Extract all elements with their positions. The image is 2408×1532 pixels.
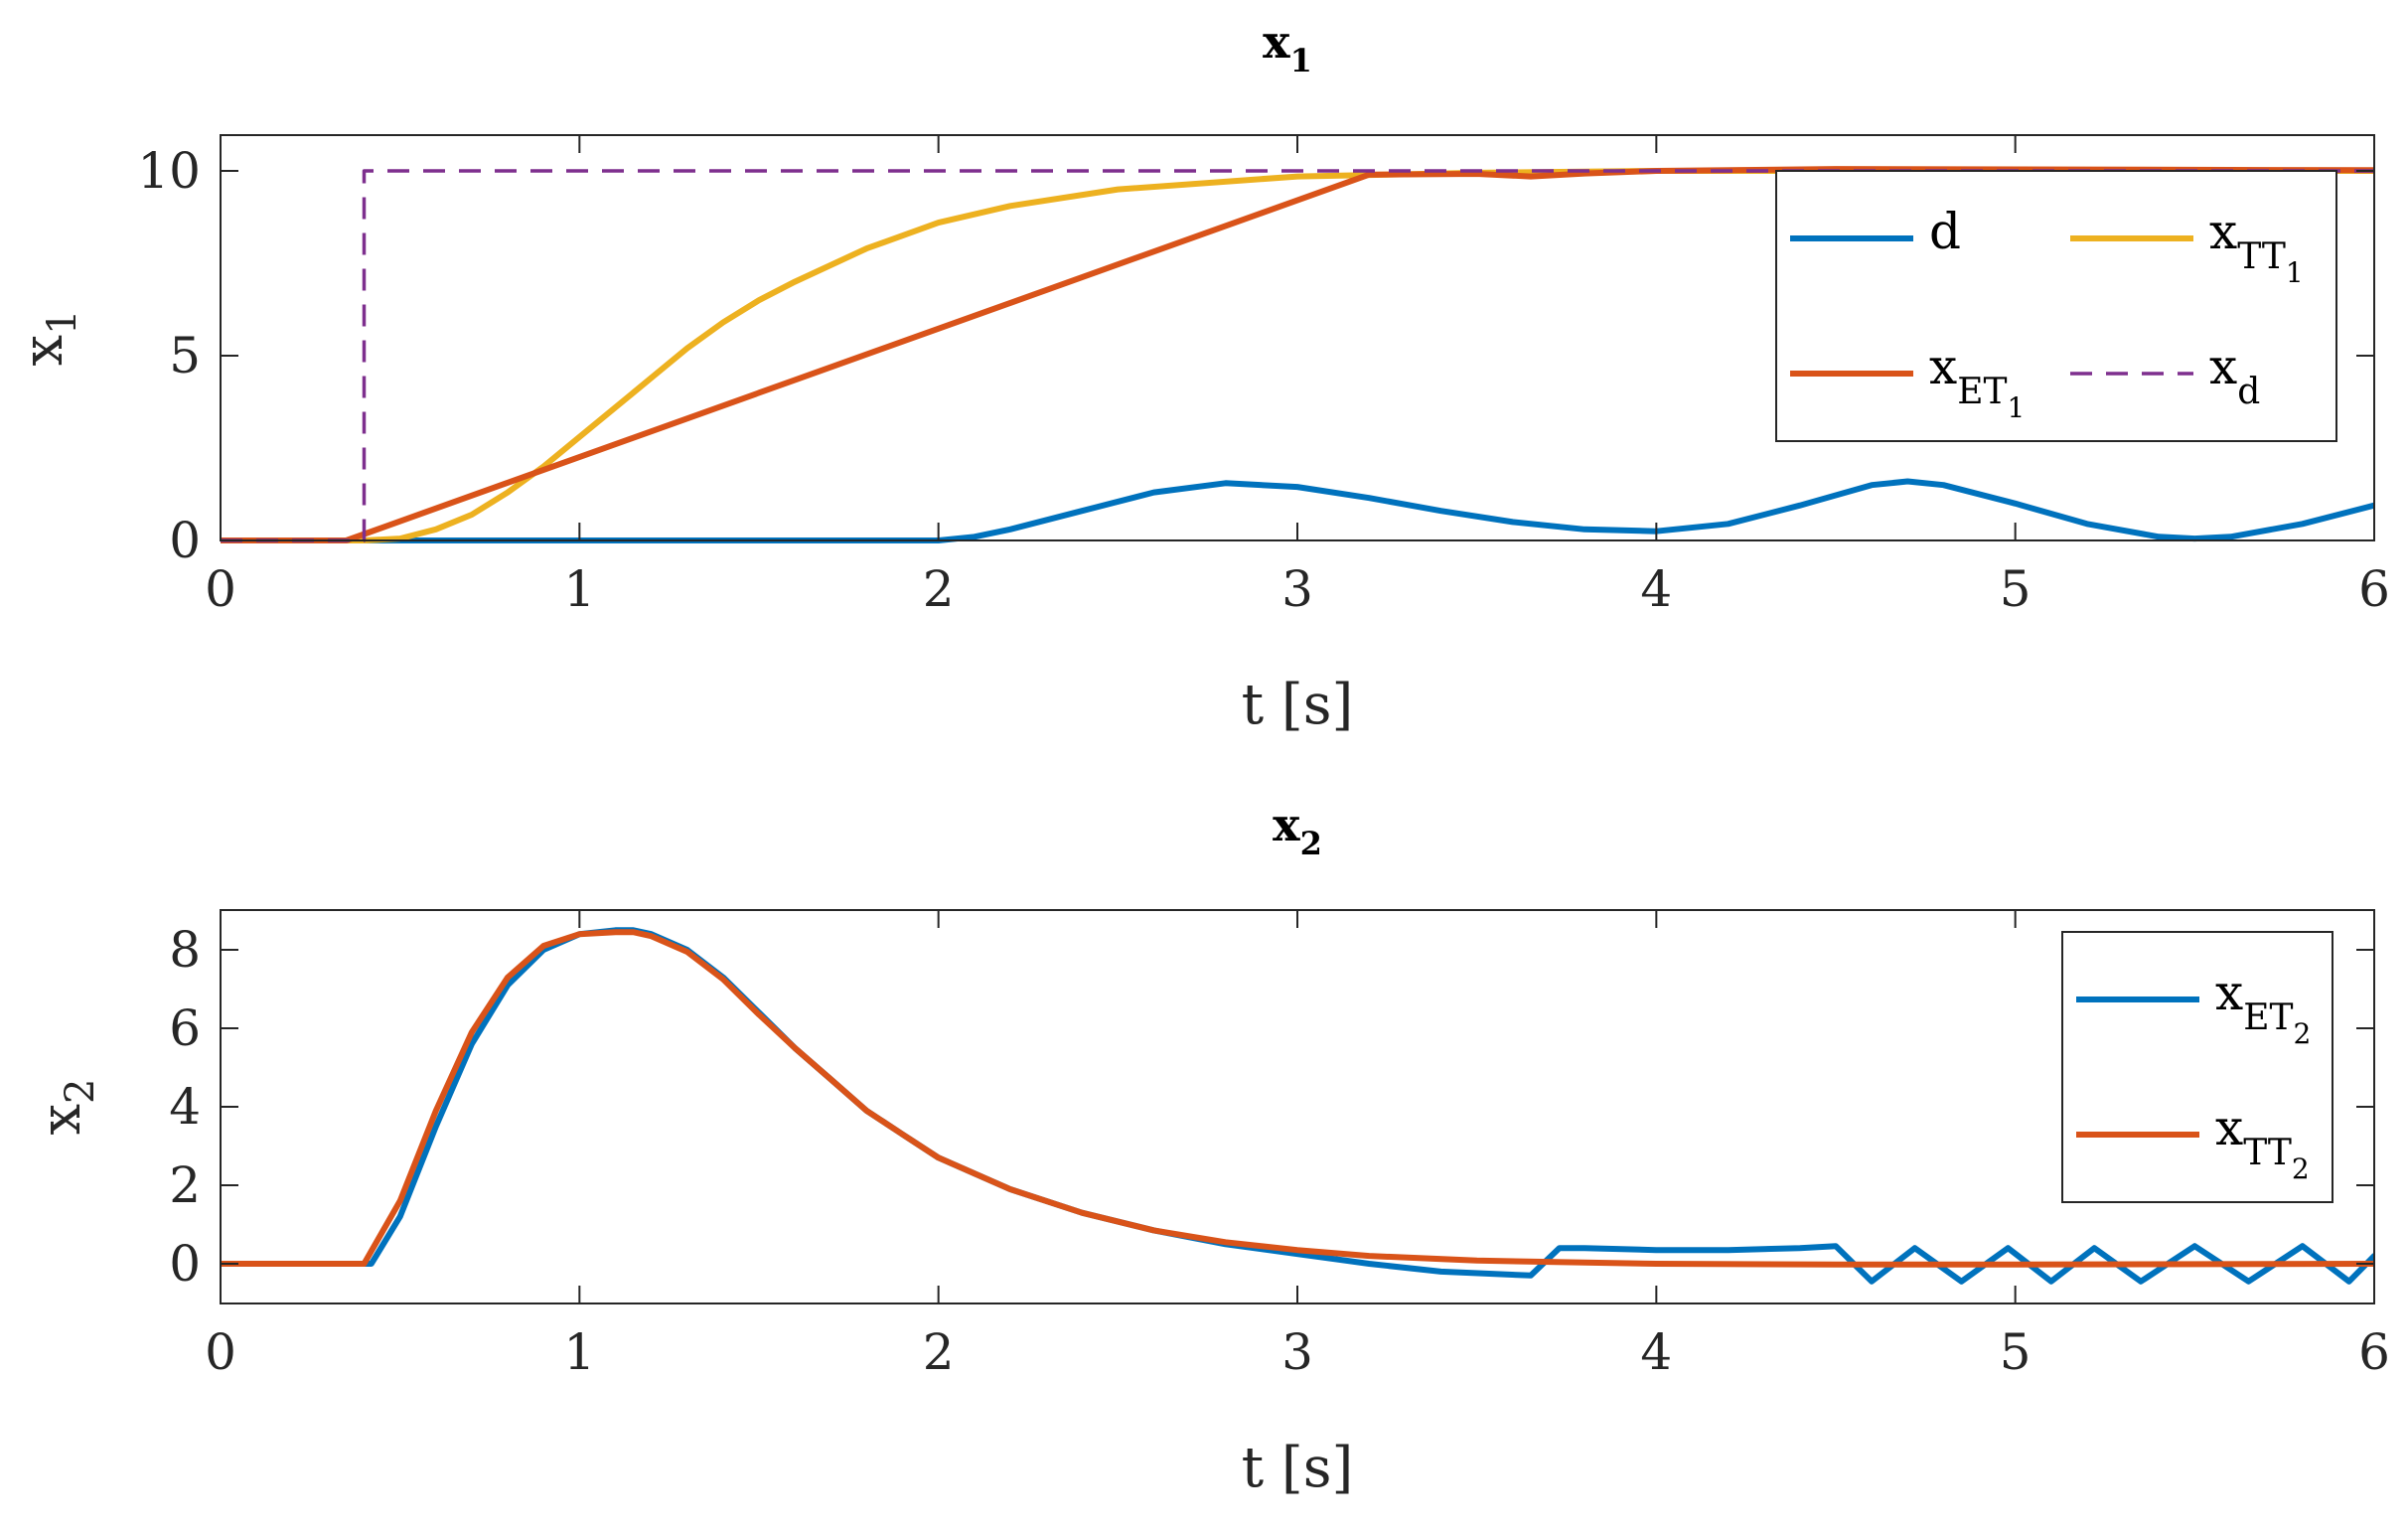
y-tick-label: 5 [169,327,201,384]
legend-entry-xtt1: xTT1 [2209,203,2304,289]
chart-x1-title: x1 [1263,15,1312,79]
legend-entry-xtt2: xTT2 [2215,1099,2310,1185]
y-tick-label: 10 [137,142,201,200]
legend-box [2061,931,2333,1203]
chart-x2-plot-frame [220,909,2375,1304]
series-line-xtt2 [221,929,2374,1268]
chart-x2: x2 0 1 2 3 4 5 6 0 2 4 6 8 t [s] x2 xET2 xTT2 [29,798,2390,1500]
chart-x1-ticks: 0 1 2 3 4 5 6 0 5 10 [137,135,2390,618]
series-line-xet2 [221,927,2374,1285]
y-tick-label: 2 [169,1156,201,1214]
x-tick-label: 5 [2000,1323,2032,1381]
y-tick-label: 8 [169,921,201,979]
x-tick-label: 3 [1281,1323,1313,1381]
chart-x2-ylabel: x2 [29,1078,103,1135]
chart-x2-legend: xET2 xTT2 [2061,931,2333,1203]
x-tick-label: 0 [205,1323,236,1381]
x-tick-label: 1 [563,1323,595,1381]
x-tick-label: 6 [2358,1323,2390,1381]
series-line-xet1 [221,166,2374,543]
x-tick-label: 3 [1281,560,1313,618]
chart-x1-legend: d xTT1 xET1 xd [1775,170,2337,442]
legend-entry-xd: xd [2209,338,2260,412]
y-tick-label: 4 [169,1078,201,1136]
y-tick-label: 0 [169,1235,201,1293]
series-line-d [221,478,2374,543]
x-tick-label: 2 [923,1323,955,1381]
legend-entry-d: d [1929,203,1961,260]
y-tick-label: 6 [169,999,201,1057]
chart-x1: x1 0 1 2 3 4 5 6 0 5 10 t [s] x1 d xTT1 xET1 xd [11,15,2390,737]
legend-entry-xet2: xET2 [2215,964,2311,1050]
chart-x1-xlabel: t [s] [1242,673,1354,737]
chart-x2-marks [221,927,2374,1285]
series-line-xtt1 [221,168,2374,543]
y-tick-label: 0 [169,512,201,569]
x-tick-label: 0 [205,560,236,618]
chart-x1-ylabel: x1 [11,309,85,366]
x-tick-label: 1 [563,560,595,618]
x-tick-label: 5 [2000,560,2032,618]
chart-x2-xlabel: t [s] [1242,1436,1354,1500]
chart-x2-title: x2 [1273,798,1322,862]
chart-x2-ticks: 0 1 2 3 4 5 6 0 2 4 6 8 [169,910,2390,1381]
legend-box [1775,170,2337,442]
x-tick-label: 4 [1640,1323,1672,1381]
x-tick-label: 2 [923,560,955,618]
legend-entry-xet1: xET1 [1929,338,2025,424]
x-tick-label: 6 [2358,560,2390,618]
x-tick-label: 4 [1640,560,1672,618]
